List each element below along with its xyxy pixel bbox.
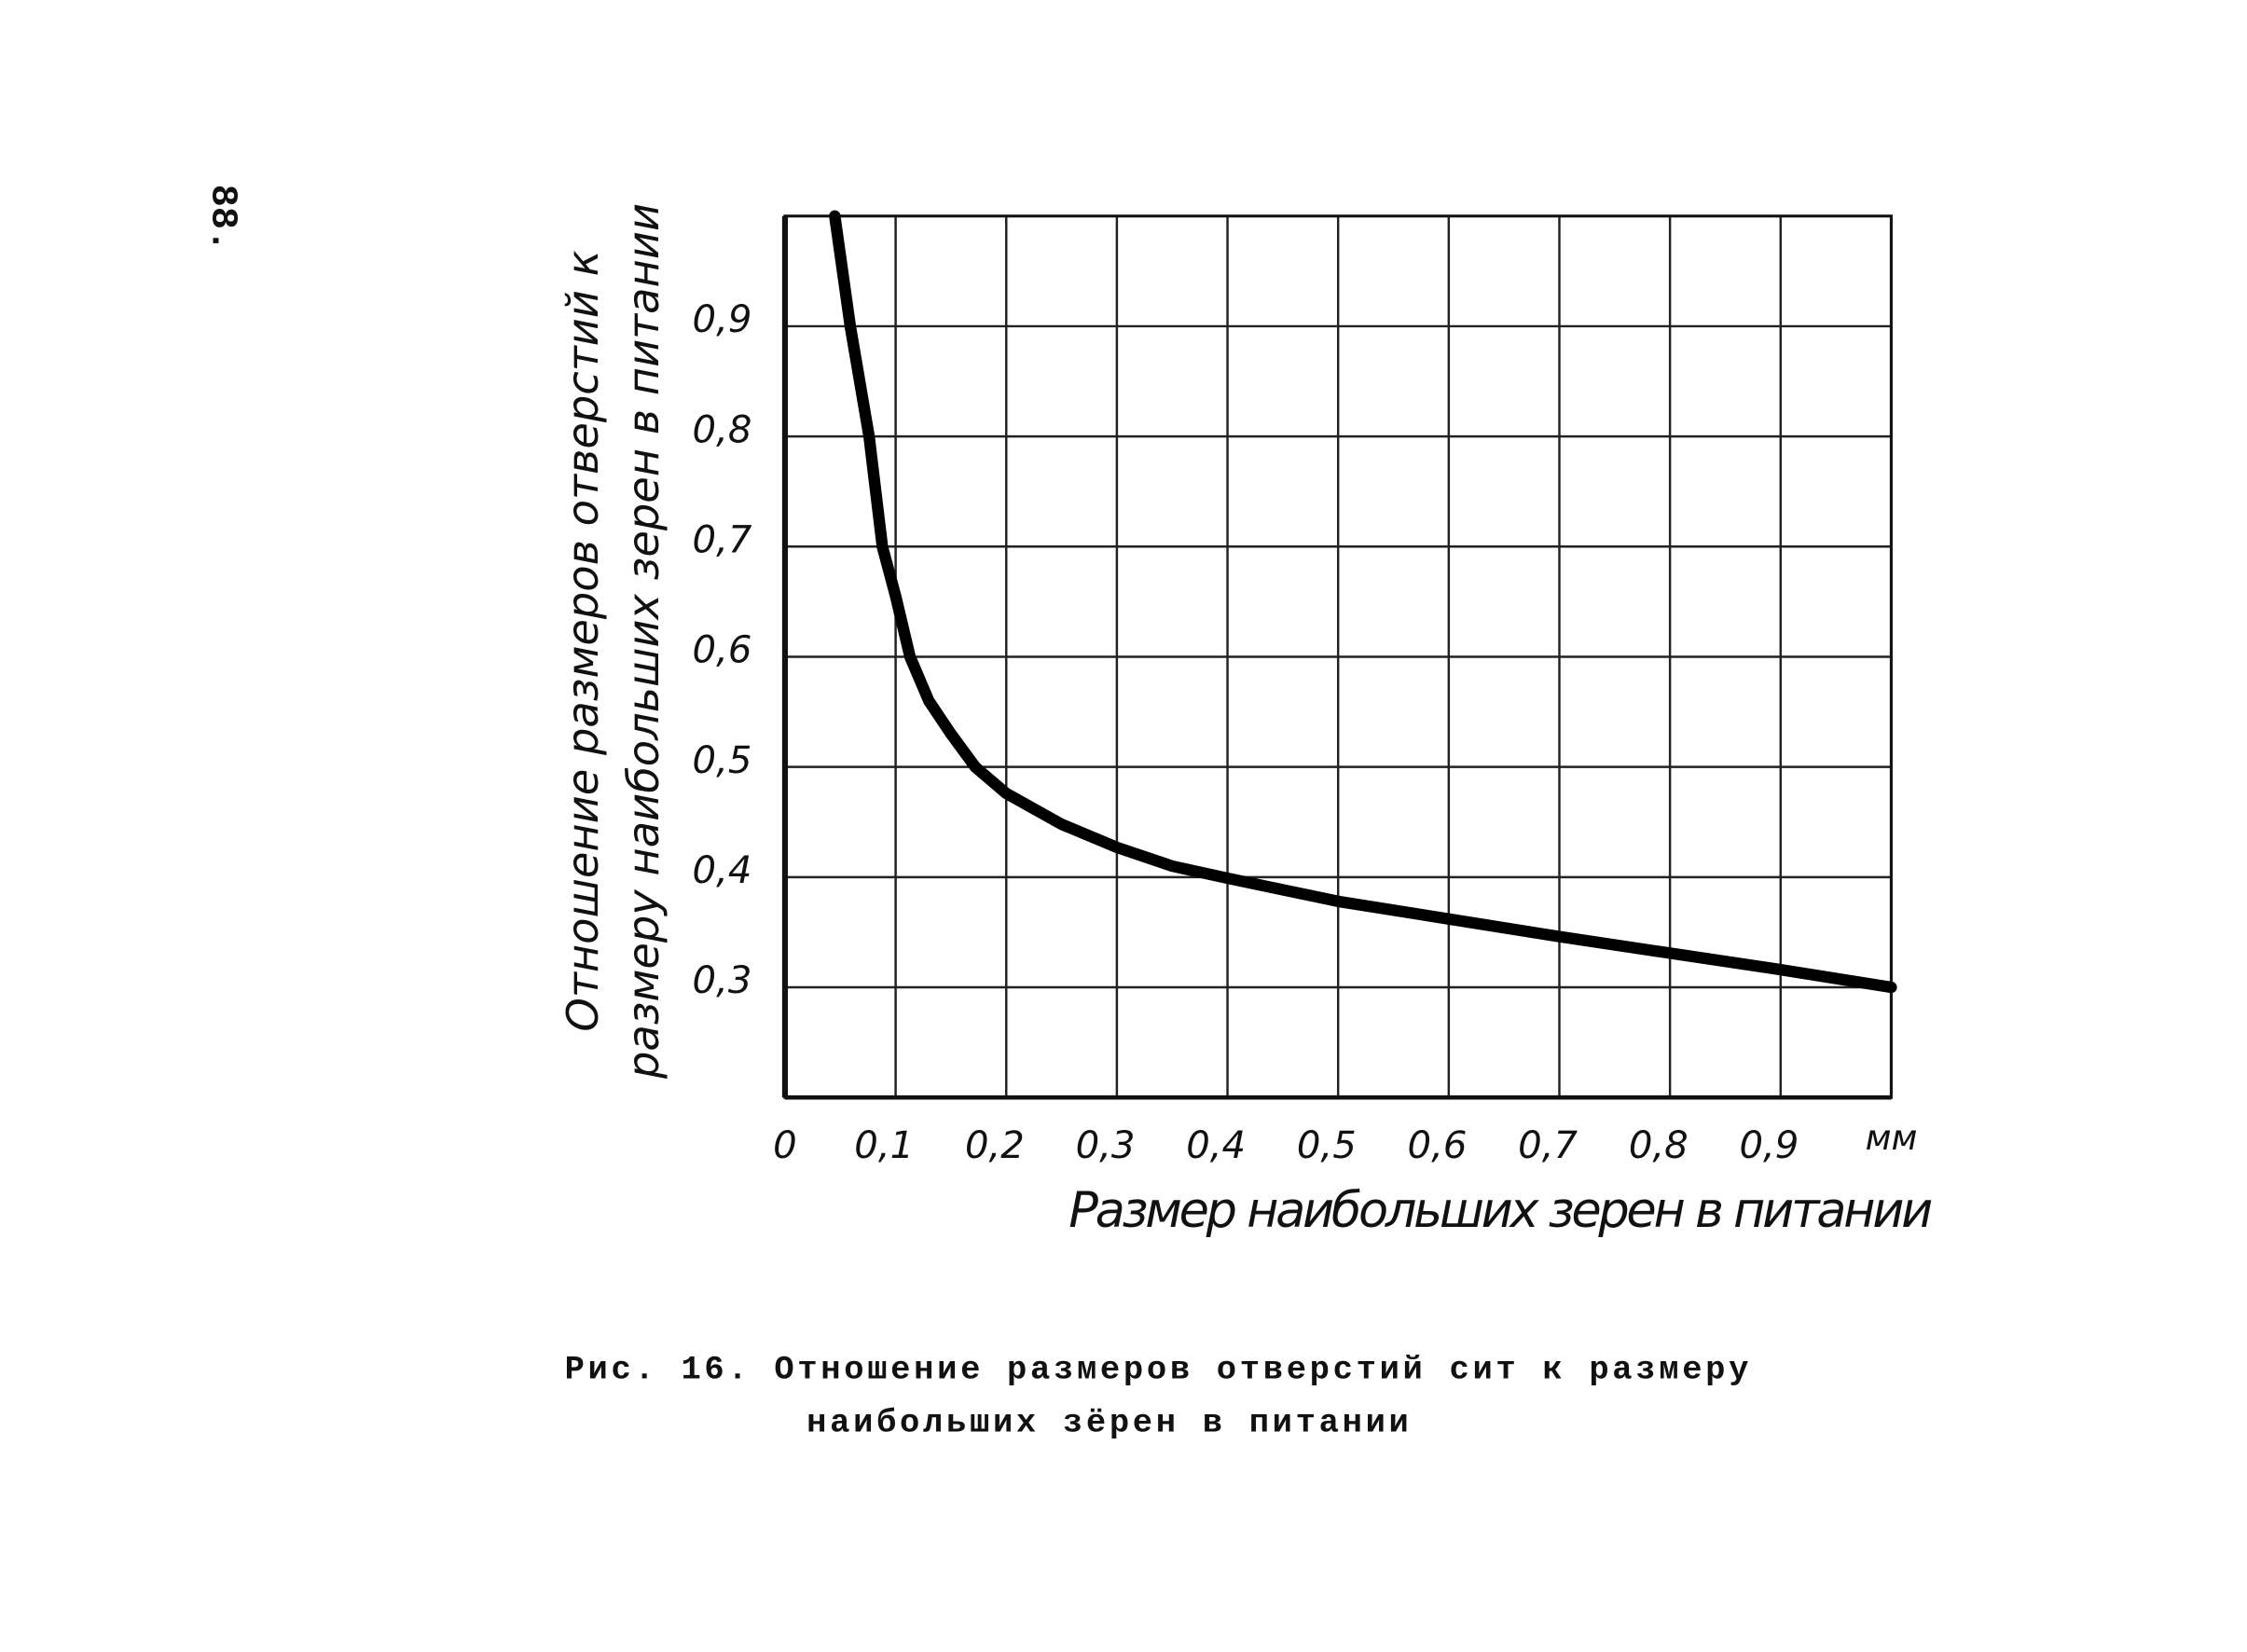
y-tick-label: 0,7 [693,518,752,561]
x-tick-label: 0,2 [965,1124,1025,1167]
y-tick-label: 0,9 [693,298,752,341]
x-tick-label: 0 [773,1124,797,1167]
x-tick-label: 0,1 [854,1124,914,1167]
series-line-ratio [829,210,1897,994]
x-unit-label: мм [1866,1118,1918,1158]
caption-line2: наибольших зёрен в питании [806,1404,1409,1442]
x-tick-label: 0,9 [1739,1124,1799,1167]
caption-line1: Рис. 16. Отношение размеров отверстий си… [565,1350,1749,1388]
x-tick-label: 0,7 [1518,1124,1578,1167]
page-number: 88. [201,185,243,252]
x-axis-label: Размер наибольших зерен в питании [1068,1182,1933,1239]
y-tick-label: 0,6 [693,629,752,672]
x-tick-labels: 0 0,1 0,2 0,3 0,4 0,5 0,6 0,7 0,8 0,9 [773,1124,1799,1167]
y-tick-label: 0,5 [693,739,752,782]
y-tick-label: 0,8 [693,408,752,451]
y-axis-label-line1: Отношение размеров отверстий к [558,250,608,1031]
y-axis-label-line2: размеру наибольших зерен в питании [618,203,669,1080]
x-tick-label: 0,4 [1186,1124,1246,1167]
x-tick-label: 0,5 [1297,1124,1357,1167]
x-tick-label: 0,8 [1629,1124,1689,1167]
y-tick-label: 0,3 [693,959,752,1002]
y-tick-label: 0,4 [693,849,752,892]
x-tick-label: 0,3 [1076,1124,1136,1167]
x-tick-label: 0,6 [1408,1124,1468,1167]
grid [784,215,1892,1098]
y-tick-labels: 0,9 0,8 0,7 0,6 0,5 0,4 0,3 [693,298,752,1002]
